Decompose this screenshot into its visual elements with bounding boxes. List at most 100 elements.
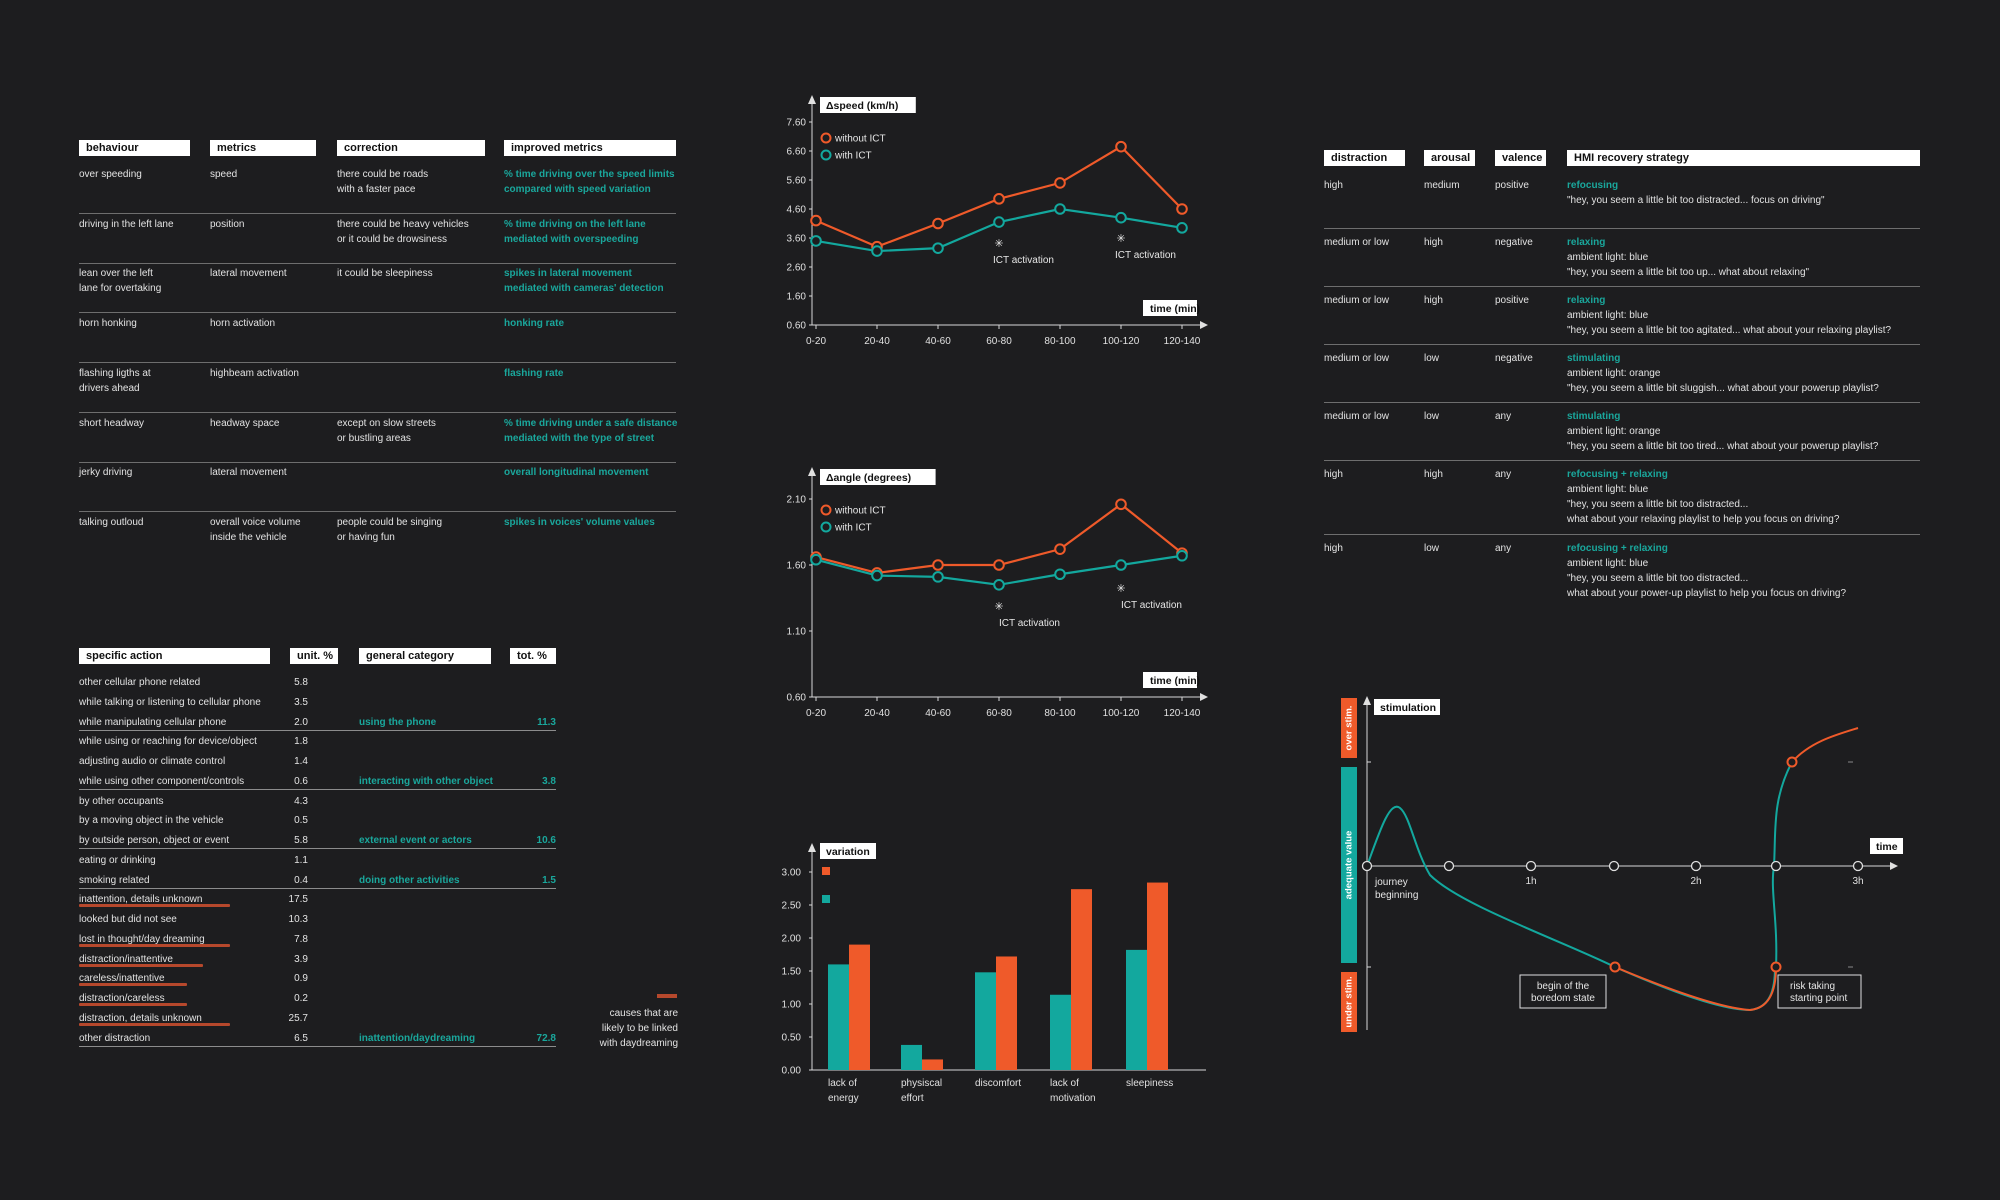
group-divider [79,1045,556,1047]
data-point [1115,498,1127,511]
boredom-annotation: boredom state [1531,993,1595,1004]
action-table-header: tot. % [510,648,556,664]
hmi-table-header: arousal [1424,150,1475,166]
boredom-annotation: begin of the [1537,981,1590,992]
behaviour-cell: short headway [79,417,145,429]
improved-metrics-cell: honking rate [504,318,565,330]
valence-cell: positive [1495,295,1529,306]
category-label: discomfort [975,1078,1021,1089]
annotation-label: ICT activation [993,255,1054,266]
metrics-cell: highbeam activation [210,367,299,379]
correction-cell: it could be sleepiness [337,268,433,280]
data-point [932,217,944,230]
action-table-header: unit. % [290,648,338,664]
group-divider [79,788,556,790]
behaviour-cell: flashing ligths at drivers ahead [79,367,151,394]
data-point [810,553,822,566]
arousal-cell: high [1424,295,1443,306]
y-tick-label: 1.00 [782,1000,802,1011]
improved-metrics-cell: overall longitudinal movement [504,467,649,479]
y-tick-label: 0.50 [782,1033,802,1044]
time-axis-arrow [1890,862,1898,870]
specific-action-cell: by a moving object in the vehicle [79,815,224,827]
group-divider [79,887,556,889]
valence-cell: positive [1495,180,1529,191]
y-axis-label-box [820,97,916,113]
y-tick-label: 1.60 [787,561,807,572]
data-point [932,242,944,254]
specific-action-cell: while using or reaching for device/objec… [79,736,257,748]
improved-metrics-cell: % time driving over the speed limits com… [504,169,675,195]
valence-cell: any [1495,469,1512,480]
unit-percent-cell: 6.5 [294,1032,308,1044]
y-tick-label: 3.00 [782,868,802,879]
specific-action-cell: inattention, details unknown [79,894,203,906]
unit-percent-cell: 1.4 [294,756,308,767]
valence-cell: any [1495,543,1512,554]
bar [996,956,1017,1070]
total-percent-cell: 72.8 [536,1032,556,1044]
zone-label: over stim. [1344,706,1355,751]
stimulation-diagram: over stim. adequate value under stim. stimu… [1341,696,1903,1032]
improved-metrics-cell: % time driving under a safe distance med… [504,417,678,444]
total-percent-cell: 10.6 [536,835,556,846]
category-label: energy [828,1093,859,1104]
x-tick-label: 20-40 [864,336,890,347]
strategy-name-cell: stimulating [1567,411,1621,422]
arousal-cell: low [1424,411,1440,422]
strategy-detail-cell: ambient light: orange "hey, you seem a l… [1567,426,1879,452]
specific-action-cell: careless/inattentive [79,973,165,985]
general-category-cell: doing other activities [359,874,460,886]
x-axis-label: time [1876,841,1898,853]
zone-bar-under [1341,972,1357,1032]
y-tick-label: 0.00 [782,1066,802,1077]
y-axis-arrow [1363,696,1371,705]
specific-action-cell: while using other component/controls [79,775,245,787]
x-tick-label: 40-60 [925,336,951,347]
unit-percent-cell: 0.6 [294,775,308,787]
hmi-table-header: valence [1495,150,1546,166]
specific-action-cell: while talking or listening to cellular p… [79,696,261,708]
legend-marker [820,504,832,516]
angle-line-chart: Δangle (degrees) time (min) 2.10 1.60 1.10 0.… [787,467,1208,719]
x-axis-label-box [1143,300,1197,316]
behaviour-table-header: correction [337,140,485,156]
hmi-table-header: HMI recovery strategy [1567,150,1920,166]
risk-box [1777,974,1862,1009]
distraction-cell: high [1324,469,1343,480]
legend-swatch [822,895,830,903]
time-node [1361,860,1373,872]
y-axis-label-box [820,469,936,485]
general-category-cell: using the phone [359,716,437,728]
strategy-name-cell: relaxing [1567,295,1606,306]
behaviour-cell: talking outloud [79,516,144,528]
y-tick-label: 3.60 [787,234,807,245]
specific-action-cell: by other occupants [79,795,164,807]
unit-percent-cell: 25.7 [288,1012,308,1024]
y-tick-label: 2.50 [782,901,802,912]
hmi-row-divider [1324,460,1920,461]
y-axis-arrow [808,467,816,476]
general-category-cell: external event or actors [359,835,472,846]
data-point [810,235,822,247]
unit-percent-cell: 7.8 [294,933,308,945]
hmi-row-divider [1324,286,1920,287]
behaviour-cell: horn honking [79,318,137,330]
data-point [993,579,1005,591]
y-tick-label: 0.60 [787,693,807,704]
specific-action-cell: lost in thought/day dreaming [79,933,205,945]
behaviour-cell: driving in the left lane [79,218,174,230]
metrics-cell: overall voice volume inside the vehicle [210,516,301,543]
group-divider [79,848,556,849]
x-tick-label: 60-80 [986,708,1012,719]
hmi-row-divider [1324,228,1920,229]
legend-swatch [822,867,830,875]
legend-label: with ICT [834,151,872,162]
zone-bar-adequate [1341,767,1357,963]
strategy-name-cell: relaxing [1567,237,1606,248]
x-axis-label-box [1870,838,1903,854]
unit-percent-cell: 1.8 [294,736,308,748]
legend-marker [820,149,832,161]
hmi-table-header: distraction [1324,150,1405,166]
unit-percent-cell: 1.1 [294,854,308,866]
